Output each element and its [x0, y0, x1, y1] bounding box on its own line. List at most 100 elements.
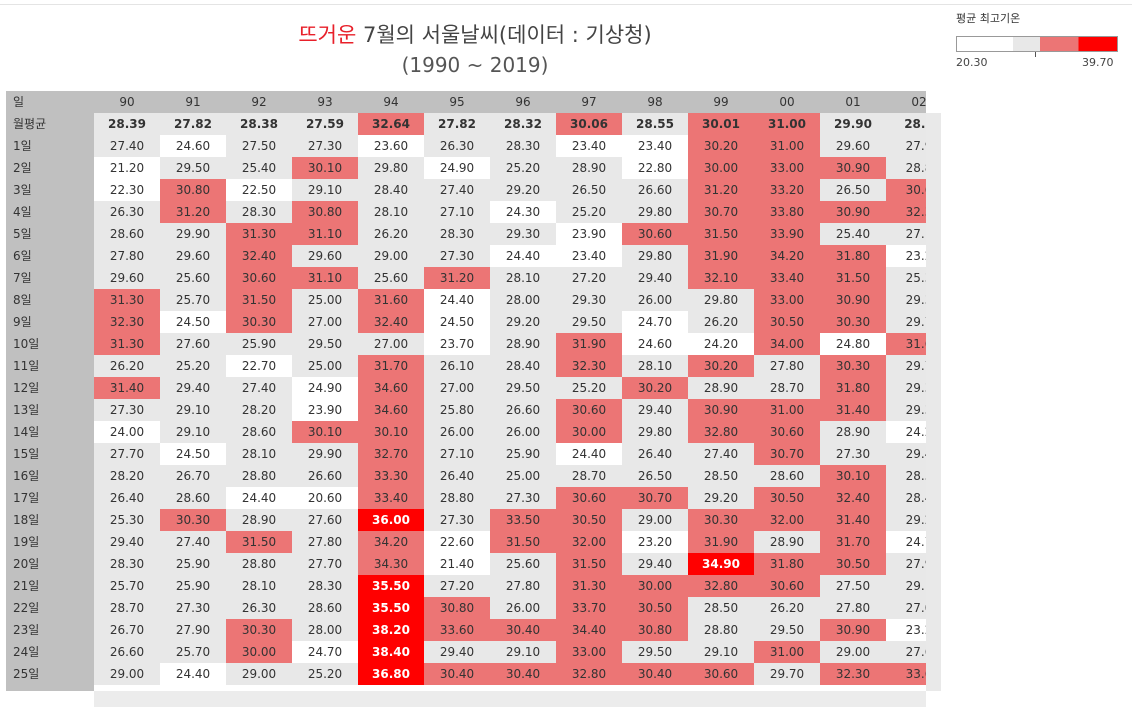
heatmap-cell[interactable]: 30.50 — [820, 553, 886, 575]
heatmap-cell[interactable]: 28.60 — [754, 465, 820, 487]
heatmap-cell[interactable]: 28.80 — [424, 487, 490, 509]
heatmap-cell[interactable]: 27.20 — [556, 267, 622, 289]
heatmap-cell[interactable]: 31.30 — [226, 223, 292, 245]
heatmap-cell[interactable]: 29.30 — [556, 289, 622, 311]
heatmap-cell[interactable]: 29.60 — [820, 135, 886, 157]
heatmap-cell[interactable]: 29.60 — [292, 245, 358, 267]
heatmap-cell[interactable]: 26.10 — [424, 355, 490, 377]
heatmap-cell[interactable]: 25.90 — [490, 443, 556, 465]
heatmap-cell[interactable]: 26.00 — [490, 421, 556, 443]
heatmap-cell[interactable]: 30.40 — [490, 619, 556, 641]
horizontal-scrollbar[interactable] — [94, 691, 926, 707]
heatmap-cell[interactable]: 33.20 — [754, 179, 820, 201]
heatmap-cell[interactable]: 29.40 — [160, 377, 226, 399]
heatmap-cell[interactable]: 27.00 — [292, 311, 358, 333]
heatmap-cell[interactable]: 26.60 — [622, 179, 688, 201]
average-cell[interactable]: 29.90 — [820, 113, 886, 135]
heatmap-cell[interactable]: 31.10 — [292, 223, 358, 245]
heatmap-cell[interactable]: 26.60 — [292, 465, 358, 487]
heatmap-cell[interactable]: 25.20 — [160, 355, 226, 377]
heatmap-cell[interactable]: 32.3 — [886, 201, 926, 223]
heatmap-cell[interactable]: 33.40 — [754, 267, 820, 289]
heatmap-cell[interactable]: 29.4 — [886, 443, 926, 465]
heatmap-cell[interactable]: 33.40 — [358, 487, 424, 509]
heatmap-cell[interactable]: 24.60 — [622, 333, 688, 355]
heatmap-cell[interactable]: 25.40 — [226, 157, 292, 179]
heatmap-cell[interactable]: 26.40 — [94, 487, 160, 509]
heatmap-cell[interactable]: 30.20 — [622, 377, 688, 399]
heatmap-cell[interactable]: 30.00 — [688, 157, 754, 179]
heatmap-cell[interactable]: 29.10 — [160, 421, 226, 443]
heatmap-cell[interactable]: 33.80 — [754, 201, 820, 223]
heatmap-cell[interactable]: 23.2 — [886, 245, 926, 267]
average-cell[interactable]: 27.82 — [424, 113, 490, 135]
heatmap-cell[interactable]: 27.70 — [94, 443, 160, 465]
legend-color-bar[interactable] — [956, 36, 1118, 52]
heatmap-cell[interactable]: 27.40 — [226, 377, 292, 399]
heatmap-cell[interactable]: 30.30 — [688, 509, 754, 531]
heatmap-cell[interactable]: 33.00 — [754, 289, 820, 311]
heatmap-cell[interactable]: 33.70 — [556, 597, 622, 619]
heatmap-cell[interactable]: 36.80 — [358, 663, 424, 685]
heatmap-cell[interactable]: 31.00 — [754, 399, 820, 421]
heatmap-cell[interactable]: 31.40 — [820, 399, 886, 421]
heatmap-cell[interactable]: 21.20 — [94, 157, 160, 179]
heatmap-cell[interactable]: 28.60 — [292, 597, 358, 619]
heatmap-cell[interactable]: 27.60 — [160, 333, 226, 355]
heatmap-cell[interactable]: 29.40 — [622, 399, 688, 421]
heatmap-cell[interactable]: 30.00 — [226, 641, 292, 663]
heatmap-cell[interactable]: 31.80 — [820, 377, 886, 399]
heatmap-cell[interactable]: 35.50 — [358, 575, 424, 597]
heatmap-cell[interactable]: 31.00 — [754, 641, 820, 663]
heatmap-cell[interactable]: 27.40 — [688, 443, 754, 465]
heatmap-cell[interactable]: 31.80 — [820, 245, 886, 267]
heatmap-cell[interactable]: 28.80 — [226, 553, 292, 575]
heatmap-cell[interactable]: 29.10 — [688, 641, 754, 663]
heatmap-cell[interactable]: 29.90 — [160, 223, 226, 245]
heatmap-cell[interactable]: 23.40 — [622, 135, 688, 157]
heatmap-cell[interactable]: 27.70 — [292, 553, 358, 575]
heatmap-cell[interactable]: 30.70 — [688, 201, 754, 223]
heatmap-cell[interactable]: 29.50 — [754, 619, 820, 641]
heatmap-cell[interactable]: 29.10 — [292, 179, 358, 201]
heatmap-cell[interactable]: 27.9 — [886, 135, 926, 157]
heatmap-cell[interactable]: 24.70 — [622, 311, 688, 333]
heatmap-cell[interactable]: 28.20 — [226, 399, 292, 421]
average-cell[interactable]: 30.06 — [556, 113, 622, 135]
heatmap-cell[interactable]: 27.30 — [292, 135, 358, 157]
heatmap-cell[interactable]: 24.7 — [886, 531, 926, 553]
heatmap-cell[interactable]: 27.50 — [820, 575, 886, 597]
heatmap-cell[interactable]: 29.20 — [688, 487, 754, 509]
heatmap-cell[interactable]: 24.2 — [886, 421, 926, 443]
heatmap-cell[interactable]: 27.80 — [94, 245, 160, 267]
heatmap-cell[interactable]: 23.40 — [556, 245, 622, 267]
heatmap-cell[interactable]: 33.90 — [754, 223, 820, 245]
heatmap-cell[interactable]: 31.90 — [556, 333, 622, 355]
heatmap-cell[interactable]: 25.20 — [556, 201, 622, 223]
heatmap-cell[interactable]: 28.30 — [292, 575, 358, 597]
heatmap-cell[interactable]: 28.50 — [688, 597, 754, 619]
heatmap-cell[interactable]: 26.60 — [94, 641, 160, 663]
heatmap-cell[interactable]: 27.00 — [358, 333, 424, 355]
heatmap-cell[interactable]: 22.60 — [424, 531, 490, 553]
heatmap-cell[interactable]: 29.50 — [160, 157, 226, 179]
heatmap-cell[interactable]: 21.40 — [424, 553, 490, 575]
heatmap-cell[interactable]: 28.80 — [688, 619, 754, 641]
heatmap-cell[interactable]: 28.20 — [94, 465, 160, 487]
heatmap-cell[interactable]: 29.80 — [622, 421, 688, 443]
heatmap-cell[interactable]: 30.60 — [622, 223, 688, 245]
heatmap-cell[interactable]: 38.40 — [358, 641, 424, 663]
heatmap-cell[interactable]: 30.60 — [754, 421, 820, 443]
heatmap-cell[interactable]: 25.60 — [490, 553, 556, 575]
heatmap-cell[interactable]: 25.40 — [820, 223, 886, 245]
heatmap-cell[interactable]: 28.10 — [622, 355, 688, 377]
heatmap-cell[interactable]: 26.70 — [160, 465, 226, 487]
heatmap-cell[interactable]: 25.60 — [160, 267, 226, 289]
heatmap-cell[interactable]: 27.30 — [820, 443, 886, 465]
heatmap-cell[interactable]: 26.20 — [754, 597, 820, 619]
heatmap-cell[interactable]: 27.80 — [820, 597, 886, 619]
heatmap-cell[interactable]: 28.60 — [94, 223, 160, 245]
heatmap-cell[interactable]: 26.20 — [688, 311, 754, 333]
heatmap-cell[interactable]: 28.50 — [688, 465, 754, 487]
heatmap-cell[interactable]: 26.50 — [820, 179, 886, 201]
